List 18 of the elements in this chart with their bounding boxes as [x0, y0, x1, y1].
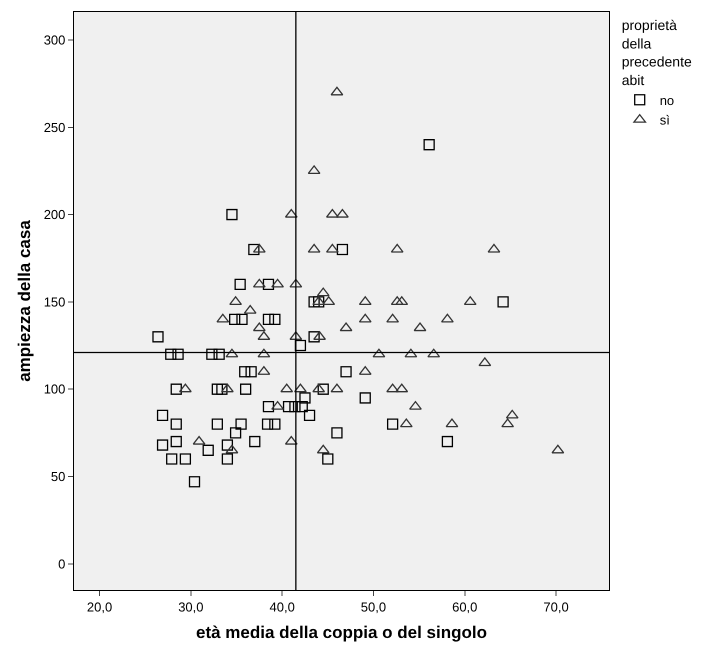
x-tick-label: 30,0	[178, 600, 204, 615]
x-tick-label: 50,0	[360, 600, 386, 615]
x-tick-label: 60,0	[452, 600, 478, 615]
y-tick-label: 50	[50, 469, 66, 484]
x-tick-label: 40,0	[270, 600, 295, 615]
y-tick-label: 0	[58, 556, 66, 572]
legend-label: sì	[660, 112, 670, 128]
y-tick-label: 150	[44, 294, 66, 310]
legend-title: proprietà della precedente abit	[622, 17, 692, 88]
y-axis-title: ampiezza della casa	[15, 220, 34, 382]
y-tick-label: 200	[44, 207, 66, 222]
x-tick-label: 70,0	[543, 600, 569, 615]
y-tick-label: 100	[44, 382, 66, 397]
y-tick-label: 300	[44, 32, 66, 48]
legend-label: no	[660, 92, 674, 108]
x-axis-title: età media della coppia o del singolo	[196, 623, 487, 642]
x-tick-label: 20,0	[86, 600, 112, 615]
y-tick-label: 250	[44, 120, 66, 135]
